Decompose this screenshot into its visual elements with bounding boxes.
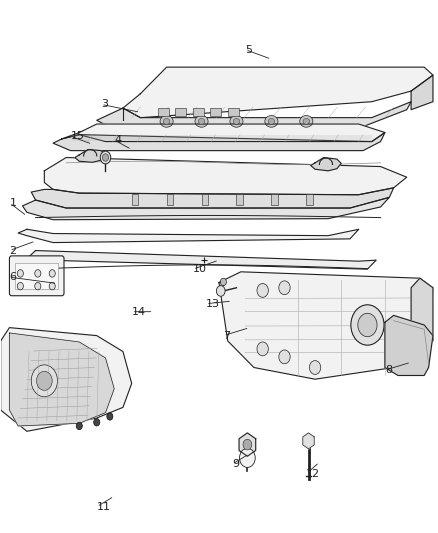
Text: 14: 14 — [132, 306, 146, 317]
Ellipse shape — [303, 118, 310, 124]
FancyBboxPatch shape — [10, 256, 64, 296]
Text: 6: 6 — [10, 272, 17, 282]
Polygon shape — [123, 67, 433, 118]
Circle shape — [279, 281, 290, 295]
Ellipse shape — [304, 434, 313, 441]
Circle shape — [31, 365, 57, 397]
Text: 1: 1 — [10, 198, 17, 208]
Ellipse shape — [230, 116, 243, 127]
Bar — [228, 108, 239, 116]
Circle shape — [243, 439, 252, 450]
Text: 9: 9 — [232, 459, 239, 469]
Bar — [158, 108, 169, 116]
Polygon shape — [311, 158, 341, 171]
Circle shape — [17, 270, 23, 277]
Text: 15: 15 — [71, 131, 85, 141]
Text: 5: 5 — [245, 45, 252, 54]
Text: 10: 10 — [193, 264, 207, 274]
Circle shape — [220, 278, 226, 286]
Polygon shape — [411, 75, 433, 110]
Ellipse shape — [195, 116, 208, 127]
Text: 3: 3 — [101, 99, 108, 109]
Polygon shape — [53, 133, 385, 151]
Circle shape — [35, 282, 41, 290]
Polygon shape — [44, 158, 407, 195]
Bar — [210, 108, 221, 116]
Ellipse shape — [233, 118, 240, 124]
Circle shape — [36, 371, 52, 390]
Circle shape — [309, 361, 321, 374]
Ellipse shape — [163, 118, 170, 124]
Polygon shape — [31, 188, 394, 208]
Polygon shape — [10, 333, 114, 426]
Text: 8: 8 — [385, 365, 392, 375]
Text: 4: 4 — [114, 135, 121, 145]
Circle shape — [279, 350, 290, 364]
Text: 11: 11 — [97, 502, 111, 512]
Ellipse shape — [160, 116, 173, 127]
Ellipse shape — [198, 118, 205, 124]
Bar — [306, 193, 313, 205]
Bar — [237, 193, 243, 205]
Text: 2: 2 — [10, 246, 17, 255]
Circle shape — [358, 313, 377, 337]
Polygon shape — [239, 433, 256, 456]
Ellipse shape — [268, 118, 275, 124]
Circle shape — [102, 154, 109, 161]
Bar — [193, 108, 204, 116]
Polygon shape — [385, 316, 433, 375]
Polygon shape — [411, 278, 433, 357]
Polygon shape — [27, 251, 376, 269]
Polygon shape — [303, 433, 314, 449]
Circle shape — [100, 151, 111, 164]
Bar — [175, 108, 186, 116]
Circle shape — [49, 270, 55, 277]
Polygon shape — [75, 150, 106, 163]
Circle shape — [107, 413, 113, 420]
Ellipse shape — [265, 116, 278, 127]
Polygon shape — [97, 102, 411, 130]
Polygon shape — [22, 197, 389, 220]
Ellipse shape — [300, 116, 313, 127]
Text: 7: 7 — [223, 330, 230, 341]
Bar — [132, 193, 138, 205]
FancyBboxPatch shape — [14, 263, 58, 289]
Circle shape — [35, 270, 41, 277]
Circle shape — [351, 305, 384, 345]
Circle shape — [257, 342, 268, 356]
Polygon shape — [18, 229, 359, 243]
Polygon shape — [62, 124, 385, 142]
Circle shape — [216, 286, 225, 296]
Bar — [201, 193, 208, 205]
Circle shape — [240, 448, 255, 467]
Text: 13: 13 — [206, 298, 220, 309]
Circle shape — [76, 422, 82, 430]
Circle shape — [17, 282, 23, 290]
Circle shape — [257, 284, 268, 297]
Circle shape — [94, 418, 100, 426]
Circle shape — [49, 282, 55, 290]
Bar — [272, 193, 278, 205]
Text: 12: 12 — [306, 469, 321, 479]
Polygon shape — [219, 272, 433, 379]
Polygon shape — [1, 328, 132, 431]
Bar — [166, 193, 173, 205]
